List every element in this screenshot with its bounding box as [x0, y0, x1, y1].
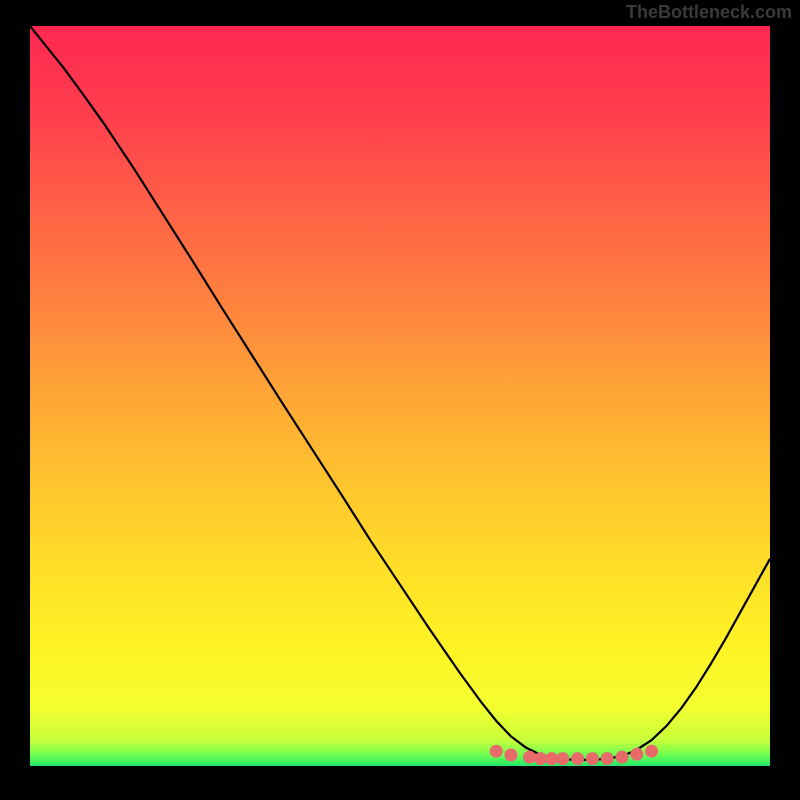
marker-point — [545, 752, 558, 765]
chart-svg — [30, 26, 770, 766]
marker-point — [586, 752, 599, 765]
marker-point — [645, 745, 658, 758]
gradient-background — [30, 26, 770, 766]
marker-point — [616, 751, 629, 764]
marker-point — [556, 752, 569, 765]
marker-point — [630, 748, 643, 761]
chart-container: TheBottleneck.com — [0, 0, 800, 800]
marker-point — [523, 751, 536, 764]
marker-point — [601, 752, 614, 765]
marker-point — [490, 745, 503, 758]
marker-point — [505, 748, 518, 761]
marker-point — [571, 752, 584, 765]
watermark-text: TheBottleneck.com — [626, 2, 792, 23]
plot-area — [30, 26, 770, 766]
marker-point — [534, 752, 547, 765]
